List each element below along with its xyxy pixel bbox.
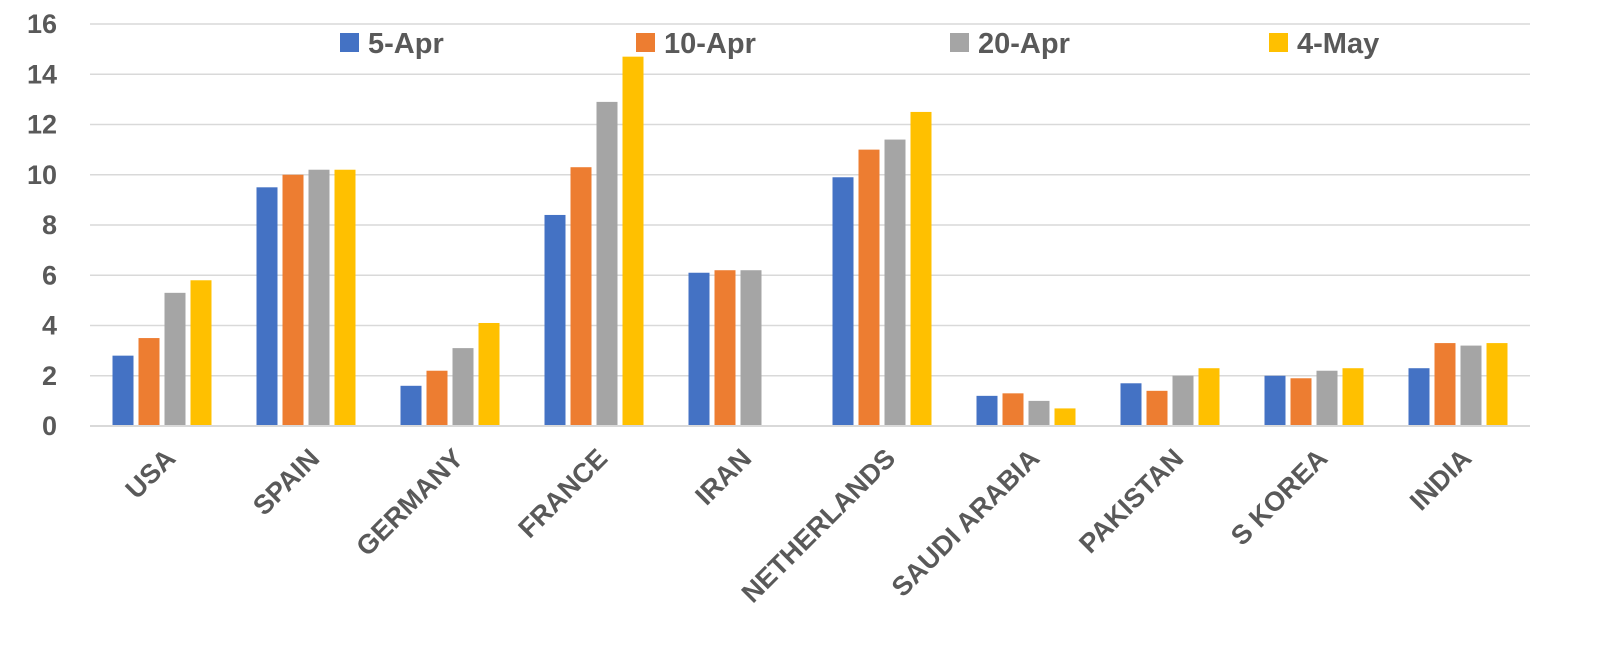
bar — [112, 355, 134, 426]
bar — [1434, 343, 1456, 426]
x-axis: USA SPAIN GERMANY FRANCE IRANNETHERLANDSSAUD… — [120, 443, 1478, 608]
x-tick-label: FRANCE — [512, 443, 613, 544]
x-tick-label: SPAIN — [247, 443, 325, 521]
bar — [1264, 375, 1286, 426]
legend-label: 20-Apr — [978, 28, 1070, 60]
y-tick-label: 6 — [42, 260, 57, 290]
bar — [1290, 378, 1312, 426]
bar — [622, 56, 644, 426]
bar — [832, 177, 854, 426]
bar — [1054, 408, 1076, 426]
bar — [688, 272, 710, 426]
bar — [256, 187, 278, 426]
legend-swatch — [340, 33, 359, 52]
bar — [570, 167, 592, 426]
legend-label: 5-Apr — [368, 28, 444, 60]
bar — [1120, 383, 1142, 426]
bar — [740, 270, 762, 426]
bar — [1146, 390, 1168, 426]
bar — [138, 338, 160, 426]
x-tick-label: S KOREA — [1225, 443, 1333, 551]
legend-label: 10-Apr — [664, 28, 756, 60]
x-tick-label: IRAN — [689, 443, 757, 511]
legend-swatch — [1269, 33, 1288, 52]
bar — [1002, 393, 1024, 426]
x-tick-label: PAKISTAN — [1073, 443, 1189, 559]
bar — [478, 322, 500, 426]
y-tick-label: 4 — [42, 311, 57, 341]
x-tick-label: NETHERLANDS — [736, 443, 901, 608]
bar — [596, 101, 618, 426]
y-tick-label: 2 — [42, 361, 57, 391]
bar — [1342, 368, 1364, 426]
bars — [112, 56, 1508, 426]
bar — [452, 348, 474, 426]
bar — [190, 280, 212, 426]
legend-swatch — [950, 33, 969, 52]
x-tick-label: USA — [120, 443, 182, 505]
y-tick-label: 14 — [27, 59, 57, 89]
y-tick-label: 8 — [42, 210, 57, 240]
bar — [308, 169, 330, 426]
bar — [910, 111, 932, 426]
bar — [334, 169, 356, 426]
legend-label: 4-May — [1297, 28, 1379, 60]
bar — [858, 149, 880, 426]
y-tick-label: 12 — [27, 110, 57, 140]
y-axis: 0 2 4 6 8 10 12 14 16 — [27, 9, 57, 441]
bar — [884, 139, 906, 426]
y-tick-label: 0 — [42, 411, 57, 441]
bar — [544, 214, 566, 426]
bar — [1486, 343, 1508, 426]
bar — [1172, 375, 1194, 426]
legend: 5-Apr 10-Apr 20-Apr 4-May — [340, 28, 1379, 60]
bar — [400, 385, 422, 426]
bar — [1198, 368, 1220, 426]
bar — [426, 370, 448, 426]
legend-swatch — [636, 33, 655, 52]
x-tick-label: SAUDI ARABIA — [886, 443, 1045, 602]
bar — [976, 395, 998, 426]
x-tick-label: INDIA — [1404, 443, 1477, 516]
bar — [1408, 368, 1430, 426]
bar — [1028, 400, 1050, 426]
bar — [714, 270, 736, 426]
y-tick-label: 10 — [27, 160, 57, 190]
bar — [1460, 345, 1482, 426]
y-tick-label: 16 — [27, 9, 57, 39]
gridlines — [90, 23, 1530, 377]
x-tick-label: GERMANY — [350, 443, 469, 562]
bar — [282, 174, 304, 426]
bar — [1316, 370, 1338, 426]
bar — [164, 292, 186, 426]
